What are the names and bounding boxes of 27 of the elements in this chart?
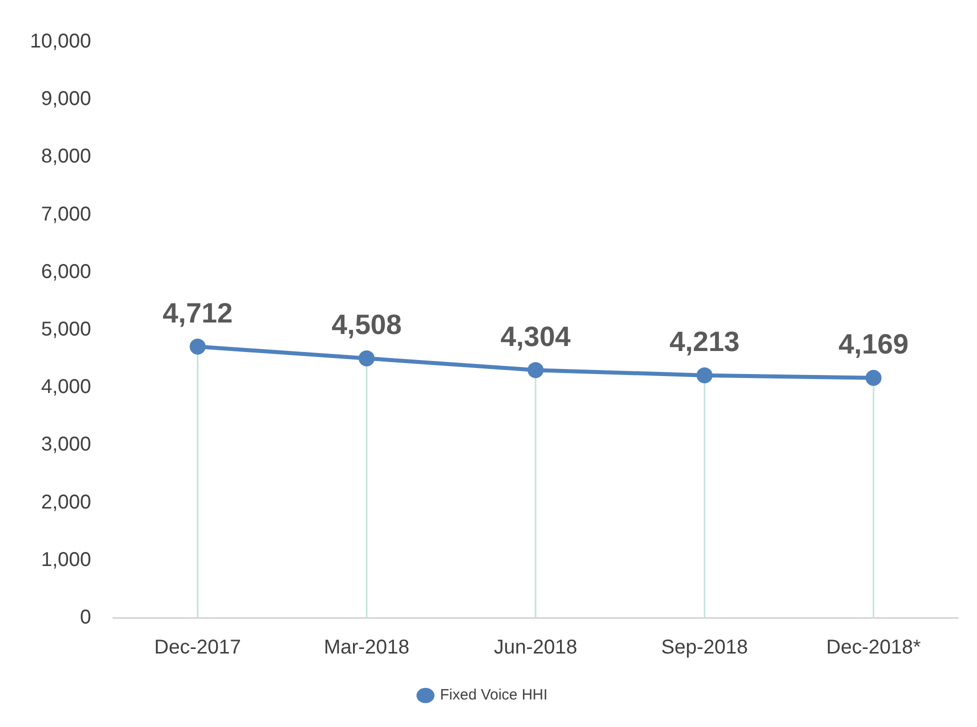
y-tick-label: 5,000 xyxy=(41,318,92,341)
y-tick-label: 10,000 xyxy=(30,30,92,53)
y-tick-label: 0 xyxy=(80,606,92,629)
y-tick-label: 1,000 xyxy=(41,548,92,571)
point xyxy=(190,338,206,355)
x-tick-label: Jun-2018 xyxy=(494,636,578,659)
y-tick-label: 4,000 xyxy=(41,376,92,398)
legend-label: Fixed Voice HHI xyxy=(440,686,548,704)
data-label: 4,508 xyxy=(332,309,402,340)
y-tick-label: 6,000 xyxy=(41,260,92,283)
data-label: 4,712 xyxy=(162,297,233,328)
y-tick-label: 8,000 xyxy=(41,146,92,168)
point xyxy=(866,370,882,386)
data-label: 4,213 xyxy=(670,326,740,358)
data-label: 4,169 xyxy=(838,328,909,360)
point xyxy=(696,367,713,384)
y-tick-label: 2,000 xyxy=(41,491,92,514)
x-tick-label: Mar-2018 xyxy=(324,636,410,659)
data-label: 4,304 xyxy=(500,320,572,352)
x-tick-label: Dec-2018* xyxy=(826,636,921,659)
y-tick-label: 9,000 xyxy=(41,88,92,110)
point xyxy=(358,350,375,366)
x-tick-label: Dec-2017 xyxy=(154,636,242,659)
y-tick-label: 7,000 xyxy=(41,203,92,226)
point xyxy=(528,362,544,378)
x-tick-label: Sep-2018 xyxy=(661,636,748,659)
y-tick-label: 3,000 xyxy=(41,434,92,456)
